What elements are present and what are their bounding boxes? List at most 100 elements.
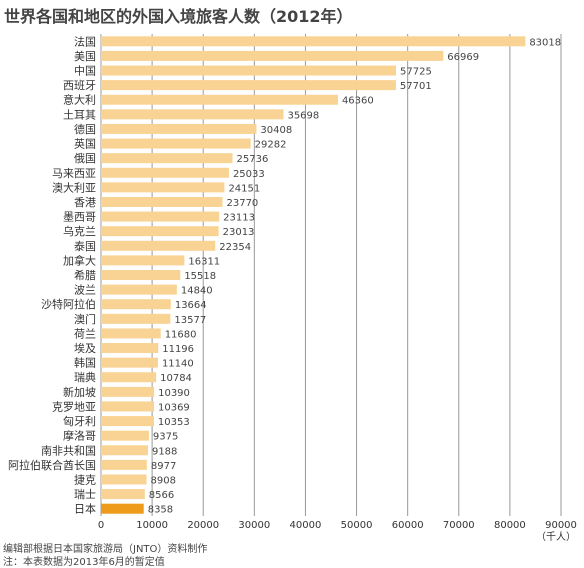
value-label: 29282 (255, 140, 287, 151)
category-label: 瑞士 (74, 487, 96, 501)
bar (101, 240, 216, 251)
value-label: 23013 (223, 227, 255, 238)
category-label: 马来西亚 (52, 167, 96, 180)
value-label: 46360 (342, 96, 374, 107)
category-label: 瑞典 (74, 370, 96, 384)
bar (101, 182, 225, 193)
category-label: 克罗地亚 (52, 400, 96, 413)
x-unit-label: （千人） (536, 531, 576, 543)
bar (101, 226, 219, 237)
value-label: 13577 (174, 315, 206, 326)
value-label: 57701 (400, 81, 432, 92)
bar (101, 430, 149, 441)
bar (101, 123, 257, 134)
x-tick-label: 90000 (545, 520, 577, 531)
value-label: 11680 (165, 329, 197, 340)
category-label: 香港 (74, 196, 96, 209)
bar (101, 459, 147, 470)
bar (101, 386, 155, 397)
value-label: 8977 (151, 461, 176, 472)
category-label: 阿拉伯联合酋长国 (8, 458, 96, 472)
category-label: 新加坡 (63, 385, 96, 399)
bar (101, 94, 338, 105)
category-label: 波兰 (74, 284, 96, 297)
category-label: 南非共和国 (41, 444, 96, 457)
bar (101, 343, 159, 354)
category-label: 摩洛哥 (63, 429, 96, 443)
category-label: 荷兰 (74, 327, 96, 340)
value-label: 16311 (188, 256, 220, 267)
value-label: 25736 (237, 154, 269, 165)
value-label: 9375 (153, 432, 178, 443)
bar (101, 270, 181, 280)
bar (101, 299, 171, 310)
value-label: 10390 (158, 388, 190, 399)
bar (101, 36, 526, 47)
category-label: 泰国 (74, 239, 96, 253)
value-label: 35698 (287, 110, 319, 121)
value-label: 22354 (219, 242, 251, 253)
category-label: 墨西哥 (63, 211, 96, 224)
x-tick-label: 40000 (290, 520, 322, 531)
source-note: 编辑部根据日本国家旅游局（JNTO）资料制作 (3, 544, 208, 555)
value-label: 8566 (149, 490, 174, 501)
bar (101, 153, 233, 164)
bar (101, 328, 161, 339)
x-tick-label: 30000 (238, 520, 270, 531)
bar (101, 357, 158, 368)
value-label: 8908 (151, 475, 176, 486)
x-tick-label: 50000 (341, 520, 373, 531)
category-label: 韩国 (74, 356, 96, 370)
bar (101, 372, 157, 383)
category-label: 匈牙利 (63, 414, 96, 428)
x-tick-label: 60000 (392, 520, 424, 531)
x-tick-label: 10000 (136, 520, 168, 531)
bar (101, 211, 220, 222)
value-label: 14840 (181, 286, 213, 297)
value-label: 10369 (158, 402, 190, 413)
chart-title: 世界各国和地区的外国入境旅客人数（2012年） (4, 7, 353, 26)
x-tick-label: 80000 (494, 520, 526, 531)
category-label: 德国 (74, 122, 96, 136)
bar (101, 503, 144, 514)
x-axis: 0 10000 20000 30000 40000 50000 60000 70000 8000… (98, 520, 577, 543)
bar (101, 474, 147, 485)
category-label: 捷克 (74, 472, 96, 486)
value-label: 25033 (233, 169, 265, 180)
category-label: 澳门 (74, 312, 96, 326)
category-label: 法国 (74, 34, 96, 48)
value-labels: 83018 66969 57725 57701 46360 35698 30408 29282… (148, 37, 561, 515)
value-label: 10353 (158, 417, 190, 428)
bar (101, 196, 223, 207)
bar (101, 255, 185, 266)
category-label: 加拿大 (63, 253, 96, 267)
x-tick-label: 0 (98, 520, 104, 531)
value-label: 11196 (162, 344, 194, 355)
category-label: 意大利 (63, 93, 96, 107)
value-label: 57725 (400, 67, 432, 78)
value-label: 10784 (160, 373, 192, 384)
x-tick-label: 20000 (187, 520, 219, 531)
bar (101, 313, 171, 324)
value-label: 8358 (148, 505, 173, 516)
bar (101, 65, 397, 76)
bar (101, 489, 145, 500)
value-label: 23770 (226, 198, 258, 209)
value-label: 11140 (162, 359, 194, 370)
category-label: 澳大利亚 (52, 180, 96, 194)
bar (101, 401, 154, 412)
category-label: 中国 (74, 65, 96, 78)
value-label: 83018 (529, 37, 561, 48)
category-label: 埃及 (74, 341, 96, 355)
category-label: 英国 (74, 137, 96, 151)
category-label: 希腊 (74, 268, 96, 282)
bars (101, 36, 526, 514)
value-label: 9188 (152, 446, 177, 457)
value-label: 66969 (447, 52, 479, 63)
bar (101, 138, 251, 149)
bar (101, 445, 148, 456)
bar (101, 284, 177, 295)
category-label: 美国 (74, 50, 96, 63)
category-label: 日本 (74, 502, 96, 516)
